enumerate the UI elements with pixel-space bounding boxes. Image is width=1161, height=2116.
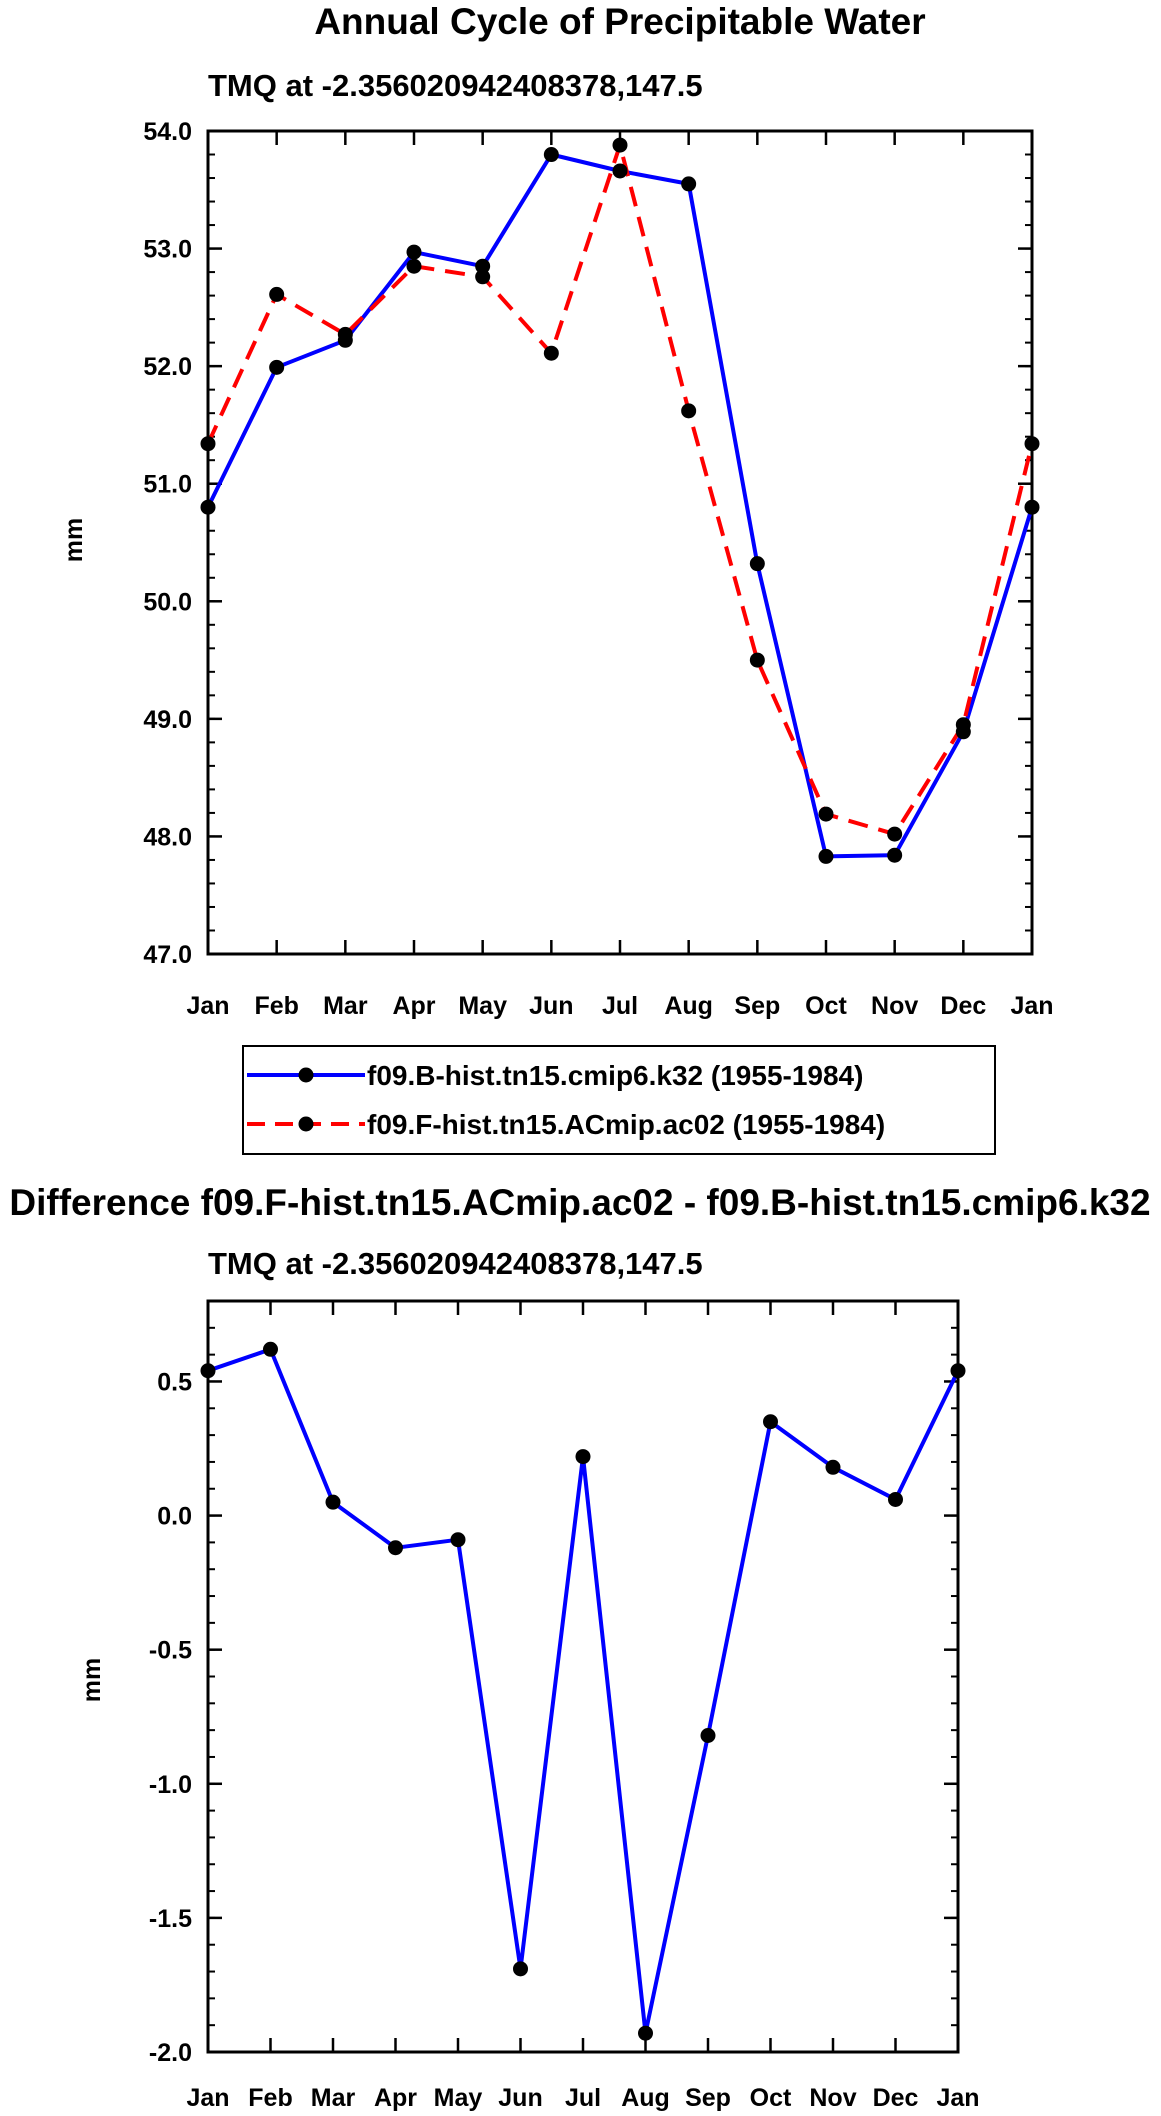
y-tick-label: -1.0 [149,1771,192,1799]
chart1-title: Annual Cycle of Precipitable Water [314,1,925,42]
y-tick-label: -1.5 [149,1905,192,1933]
y-tick-label: 0.0 [157,1503,192,1531]
data-point-series-2 [955,717,971,733]
data-point-series-1 [612,163,628,179]
x-tick-label: Apr [392,992,435,1020]
chart2-subtitle: TMQ at -2.356020942408378,147.5 [208,1246,703,1281]
data-point-series-1 [950,1363,966,1379]
x-tick-label: Mar [311,2084,356,2112]
y-tick-label: 53.0 [143,236,192,264]
x-tick-label: Apr [374,2084,417,2112]
y-tick-label: 51.0 [143,471,192,499]
data-point-series-1 [818,848,834,864]
x-tick-label: Jun [529,992,573,1020]
data-point-series-1 [200,499,216,515]
x-tick-label: May [458,992,507,1020]
legend-marker-series-2 [298,1116,314,1132]
data-point-series-1 [450,1532,466,1548]
chart2-plot-area: -2.0 -1.5 -1.0 -0.5 0.0 0.5 Jan Feb Mar Apr May Jun… [149,1299,980,2112]
x-tick-label: Oct [750,2084,792,2112]
data-point-series-1 [825,1459,841,1475]
data-point-series-1 [388,1540,403,1556]
y-tick-label: -2.0 [149,2039,192,2067]
chart2-title: Difference f09.F-hist.tn15.ACmip.ac02 - … [9,1182,1150,1223]
y-tick-label: 47.0 [143,941,192,969]
series-line-1 [206,152,1034,859]
data-point-series-2 [406,258,422,274]
x-tick-label: Jan [1010,992,1053,1020]
x-tick-label: Jul [565,2084,601,2112]
x-tick-label: Dec [940,992,986,1020]
data-point-series-2 [543,345,559,361]
data-point-series-1 [700,1728,716,1744]
data-point-series-2 [475,269,491,285]
y-tick-label: 0.5 [157,1368,192,1396]
data-point-series-1 [763,1414,778,1430]
y-tick-label: 52.0 [143,353,192,381]
x-tick-label: Dec [873,2084,919,2112]
legend-label-series-1: f09.B-hist.tn15.cmip6.k32 (1955-1984) [367,1060,863,1091]
data-point-series-1 [269,359,285,375]
data-point-series-1 [749,556,765,572]
x-tick-label: Jan [936,2084,979,2112]
data-point-series-2 [887,826,903,842]
x-tick-label: Jul [602,992,638,1020]
x-tick-label: Feb [254,992,298,1020]
x-tick-label: Sep [734,992,780,1020]
data-point-series-1 [887,847,903,863]
data-point-series-1 [513,1961,528,1977]
data-point-series-1 [1024,499,1040,515]
x-tick-label: Mar [323,992,368,1020]
data-point-series-1 [888,1491,903,1507]
y-tick-label: 54.0 [143,118,192,146]
data-point-series-1 [325,1494,341,1510]
data-point-series-1 [575,1449,591,1465]
data-point-series-1 [543,147,559,163]
x-tick-label: Nov [871,992,918,1020]
legend-marker-series-1 [298,1067,314,1083]
x-tick-label: May [434,2084,483,2112]
y-tick-label: 48.0 [143,823,192,851]
y-tick-label: 49.0 [143,706,192,734]
x-tick-label: Oct [805,992,847,1020]
data-point-series-2 [200,436,216,452]
data-point-series-2 [681,403,697,419]
data-point-series-2 [337,326,353,342]
chart1-plot-area: 47.0 48.0 49.0 50.0 51.0 52.0 53.0 54.0 Jan Feb Ma… [143,118,1053,1020]
x-tick-label: Jun [498,2084,542,2112]
x-tick-label: Aug [621,2084,670,2112]
x-tick-label: Jan [186,992,229,1020]
data-point-series-1 [200,1363,216,1379]
legend-box [242,1045,996,1155]
x-tick-label: Sep [685,2084,731,2112]
x-tick-label: Nov [809,2084,856,2112]
x-tick-label: Aug [664,992,713,1020]
data-point-series-2 [749,652,765,668]
y-tick-label: 50.0 [143,588,192,616]
legend-label-series-2: f09.F-hist.tn15.ACmip.ac02 (1955-1984) [367,1109,885,1140]
data-point-series-2 [269,286,285,302]
data-point-series-2 [612,137,628,153]
data-point-series-1 [475,258,491,274]
data-point-series-2 [818,806,834,822]
y-tick-label: -0.5 [149,1637,192,1665]
chart1-ylabel: mm [60,518,88,562]
x-tick-label: Jan [186,2084,229,2112]
chart1-subtitle: TMQ at -2.356020942408378,147.5 [208,68,703,103]
data-point-series-1 [681,176,697,192]
series-line-2 [206,143,1034,837]
chart2-ylabel: mm [78,1658,106,1702]
x-tick-label: Feb [248,2084,292,2112]
data-point-series-2 [1024,436,1040,452]
chart1-legend: f09.B-hist.tn15.cmip6.k32 (1955-1984) f0… [242,1045,996,1155]
data-point-series-1 [263,1341,278,1357]
data-point-series-1 [638,2025,653,2041]
data-point-series-1 [406,244,422,260]
chart2-frame [206,1299,960,2054]
